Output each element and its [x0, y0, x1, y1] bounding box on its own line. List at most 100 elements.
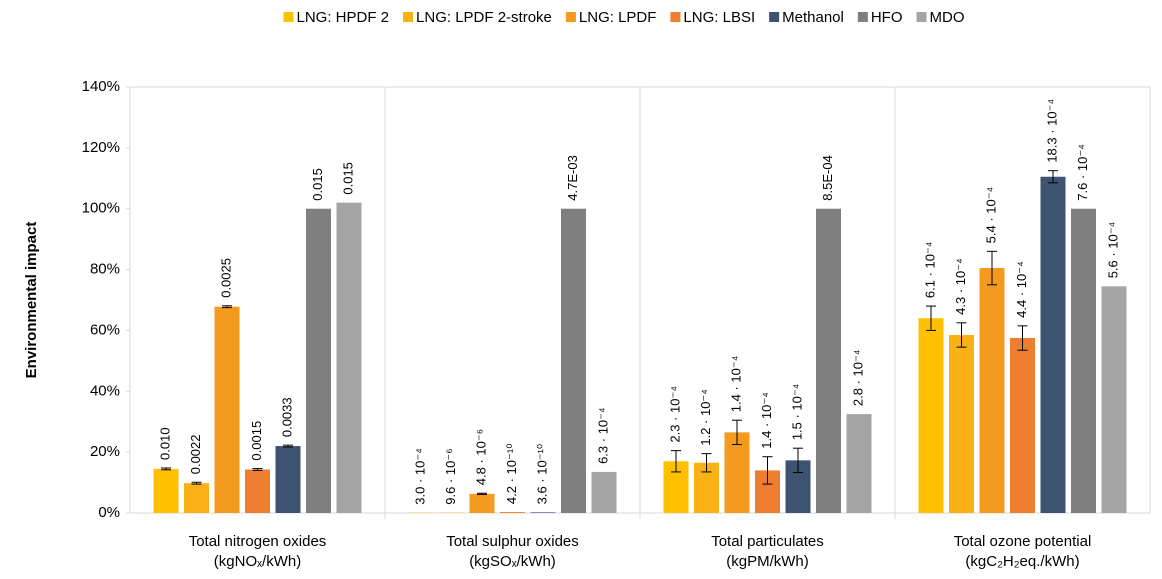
legend-label: LNG: LBSI — [683, 9, 755, 26]
error-bar — [1048, 170, 1058, 184]
value-label: 0.015 — [340, 162, 355, 195]
error-bar — [671, 450, 681, 473]
y-tick-label: 80% — [90, 261, 120, 278]
value-label: 18.3 · 10⁻⁴ — [1044, 99, 1059, 163]
value-label: 0.010 — [157, 427, 172, 460]
legend-swatch — [769, 12, 780, 22]
legend-swatch — [670, 12, 681, 22]
legend-item: HFO — [857, 9, 903, 26]
bar — [979, 268, 1005, 513]
legend-label: HFO — [871, 9, 903, 26]
bar — [591, 471, 617, 513]
bar — [184, 483, 209, 513]
value-label: 3.6 · 10⁻¹⁰ — [534, 444, 549, 505]
x-tick-label: (kgPM/kWh) — [726, 553, 809, 570]
bar — [500, 512, 525, 513]
error-bar — [701, 453, 712, 473]
error-bar — [161, 467, 171, 471]
value-label: 0.0015 — [249, 421, 264, 461]
value-label: 4.3 · 10⁻⁴ — [953, 258, 968, 315]
value-label: 8.5E-04 — [820, 155, 835, 201]
bar — [530, 512, 556, 513]
legend-swatch — [403, 12, 414, 22]
x-tick-label: Total sulphur oxides — [446, 533, 579, 550]
bar — [214, 306, 240, 513]
bar — [306, 208, 331, 513]
legend-swatch — [916, 12, 927, 22]
bar — [1010, 338, 1035, 513]
error-bar — [762, 456, 773, 485]
legend-swatch — [565, 12, 576, 22]
legend-item: MDO — [916, 9, 965, 26]
value-label: 6.1 · 10⁻⁴ — [922, 242, 937, 299]
y-tick-label: 140% — [82, 78, 120, 95]
x-tick-label: (kgNOₓ/kWh) — [214, 553, 301, 570]
legend-item: LNG: LPDF — [565, 9, 657, 26]
error-bar — [987, 250, 997, 286]
error-bar — [793, 447, 803, 474]
bar — [275, 446, 301, 513]
y-tick-label: 60% — [90, 321, 120, 338]
y-axis-title: Environmental impact — [23, 222, 40, 379]
legend-label: LNG: LPDF — [579, 9, 657, 26]
bar — [561, 208, 586, 513]
value-label: 5.4 · 10⁻⁴ — [983, 187, 998, 244]
value-label: 6.3 · 10⁻⁴ — [595, 407, 610, 464]
bar — [816, 208, 841, 513]
y-tick-label: 0% — [98, 504, 120, 521]
x-tick-label: (kgC₂H₂eq./kWh) — [965, 553, 1079, 570]
value-label: 1.4 · 10⁻⁴ — [759, 392, 774, 449]
legend-item: LNG: LBSI — [670, 9, 755, 26]
bar — [336, 202, 362, 513]
x-tick-label: (kgSOₓ/kWh) — [469, 553, 556, 570]
error-bar — [926, 305, 936, 331]
bar — [949, 334, 974, 513]
error-bar — [956, 322, 967, 348]
legend-label: Methanol — [782, 9, 844, 26]
legend-label: LNG: HPDF 2 — [296, 9, 389, 26]
bar — [724, 432, 750, 513]
legend-swatch — [857, 12, 868, 22]
value-label: 0.015 — [310, 168, 325, 201]
x-tick-label: Total particulates — [711, 533, 824, 550]
value-label: 0.0022 — [188, 435, 203, 475]
x-tick-label: Total nitrogen oxides — [189, 533, 327, 550]
legend-item: LNG: HPDF 2 — [283, 9, 389, 26]
error-bar — [283, 444, 293, 448]
error-bar — [1017, 325, 1028, 351]
bar — [1101, 286, 1127, 513]
bar — [153, 468, 179, 513]
error-bar — [222, 305, 232, 309]
value-label: 7.6 · 10⁻⁴ — [1075, 144, 1090, 201]
bar — [918, 318, 944, 513]
value-label: 4.8 · 10⁻⁶ — [473, 429, 488, 485]
error-bar — [191, 481, 202, 485]
bar — [846, 414, 872, 513]
error-bar — [252, 468, 263, 471]
bar — [245, 469, 270, 513]
error-bar — [732, 419, 742, 446]
error-bar — [477, 492, 487, 495]
legend-item: Methanol — [769, 9, 844, 26]
value-label: 4.2 · 10⁻¹⁰ — [504, 444, 519, 505]
bar — [469, 493, 495, 513]
value-label: 3.0 · 10⁻⁴ — [412, 448, 427, 505]
y-tick-label: 20% — [90, 443, 120, 460]
value-label: 0.0025 — [218, 258, 233, 298]
legend-swatch — [283, 12, 294, 22]
value-label: 2.8 · 10⁻⁴ — [850, 350, 865, 407]
value-label: 1.5 · 10⁻⁴ — [789, 384, 804, 441]
value-label: 1.4 · 10⁻⁴ — [728, 356, 743, 413]
value-label: 5.6 · 10⁻⁴ — [1105, 222, 1120, 279]
value-label: 9.6 · 10⁻⁶ — [443, 448, 458, 504]
x-tick-label: Total ozone potential — [954, 533, 1092, 550]
legend-label: MDO — [930, 9, 965, 26]
bar — [1071, 208, 1096, 513]
bar — [1040, 176, 1066, 513]
value-label: 1.2 · 10⁻⁴ — [698, 389, 713, 446]
y-tick-label: 40% — [90, 382, 120, 399]
y-tick-label: 120% — [82, 139, 120, 156]
value-label: 0.0033 — [279, 397, 294, 437]
value-label: 2.3 · 10⁻⁴ — [667, 386, 682, 443]
